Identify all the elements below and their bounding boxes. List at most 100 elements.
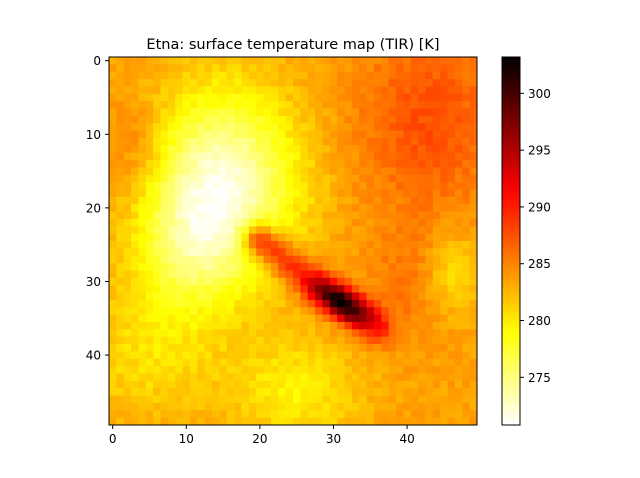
heatmap-cell xyxy=(138,292,147,301)
heatmap-cell xyxy=(403,336,412,345)
heatmap-cell xyxy=(256,410,264,418)
heatmap-cell xyxy=(189,380,198,389)
heatmap-cell xyxy=(381,196,390,205)
heatmap-cell xyxy=(197,307,206,315)
heatmap-cell xyxy=(462,152,470,161)
heatmap-cell xyxy=(351,137,360,146)
heatmap-cell xyxy=(175,189,183,198)
heatmap-cell xyxy=(197,263,206,271)
heatmap-cell xyxy=(131,285,139,293)
heatmap-cell xyxy=(138,351,147,360)
heatmap-cell xyxy=(403,285,412,293)
heatmap-cell xyxy=(234,189,242,198)
heatmap-cell xyxy=(241,314,250,323)
heatmap-cell xyxy=(396,226,404,234)
heatmap-cell xyxy=(462,160,470,168)
heatmap-cell xyxy=(307,366,316,374)
heatmap-cell xyxy=(337,410,345,418)
heatmap-cell xyxy=(160,241,169,249)
heatmap-cell xyxy=(263,71,272,80)
heatmap-cell xyxy=(410,196,419,205)
heatmap-cell xyxy=(131,263,139,271)
heatmap-cell xyxy=(256,292,264,301)
heatmap-cell xyxy=(160,292,169,301)
heatmap-cell xyxy=(388,366,397,374)
heatmap-cell xyxy=(219,321,228,330)
heatmap-cell xyxy=(381,344,390,352)
heatmap-cell xyxy=(109,314,117,323)
heatmap-cell xyxy=(175,373,183,382)
heatmap-cell xyxy=(373,196,382,205)
heatmap-cell xyxy=(123,329,132,338)
heatmap-cell xyxy=(351,211,360,220)
heatmap-cell xyxy=(440,189,448,198)
heatmap-cell xyxy=(351,388,360,396)
heatmap-cell xyxy=(248,336,257,345)
heatmap-cell xyxy=(359,388,367,396)
heatmap-cell xyxy=(410,101,419,109)
heatmap-cell xyxy=(241,86,250,95)
heatmap-cell xyxy=(278,64,286,73)
heatmap-cell xyxy=(182,211,191,220)
heatmap-cell xyxy=(212,351,220,360)
heatmap-cell xyxy=(432,241,441,249)
heatmap-cell xyxy=(109,255,117,264)
heatmap-cell xyxy=(293,101,301,109)
heatmap-cell xyxy=(278,351,286,360)
heatmap-cell xyxy=(226,366,235,374)
heatmap-cell xyxy=(116,321,125,330)
heatmap-cell xyxy=(469,196,478,205)
heatmap-cell xyxy=(153,380,161,389)
heatmap-cell xyxy=(270,196,279,205)
heatmap-cell xyxy=(248,174,257,183)
heatmap-cell xyxy=(138,255,147,264)
heatmap-cell xyxy=(241,196,250,205)
heatmap-cell xyxy=(263,321,272,330)
heatmap-cell xyxy=(234,182,242,190)
heatmap-cell xyxy=(285,388,294,396)
heatmap-cell xyxy=(123,130,132,139)
heatmap-cell xyxy=(123,167,132,176)
heatmap-cell xyxy=(388,285,397,293)
heatmap-cell xyxy=(373,64,382,73)
heatmap-cell xyxy=(396,277,404,286)
heatmap-cell xyxy=(410,115,419,124)
heatmap-cell xyxy=(241,307,250,315)
heatmap-cell xyxy=(123,292,132,301)
heatmap-cell xyxy=(300,86,309,95)
heatmap-cell xyxy=(351,263,360,271)
heatmap-cell xyxy=(123,277,132,286)
heatmap-cell xyxy=(263,241,272,249)
heatmap-cell xyxy=(322,123,331,131)
heatmap-cell xyxy=(285,218,294,227)
heatmap-cell xyxy=(432,402,441,411)
heatmap-cell xyxy=(366,292,375,301)
heatmap-cell xyxy=(418,270,426,279)
heatmap-cell xyxy=(410,79,419,87)
heatmap-cell xyxy=(263,366,272,374)
heatmap-cell xyxy=(263,314,272,323)
heatmap-cell xyxy=(315,211,323,220)
heatmap-cell xyxy=(145,395,154,404)
heatmap-cell xyxy=(307,64,316,73)
heatmap-cell xyxy=(396,182,404,190)
heatmap-cell xyxy=(189,218,198,227)
heatmap-cell xyxy=(462,263,470,271)
heatmap-cell xyxy=(123,299,132,308)
heatmap-cell xyxy=(410,130,419,139)
heatmap-cell xyxy=(175,329,183,338)
heatmap-cell xyxy=(462,174,470,183)
heatmap-cell xyxy=(212,402,220,411)
heatmap-cell xyxy=(366,64,375,73)
heatmap-cell xyxy=(469,211,478,220)
heatmap-cell xyxy=(454,130,463,139)
heatmap-cell xyxy=(344,233,353,242)
heatmap-cell xyxy=(123,321,132,330)
heatmap-cell xyxy=(241,336,250,345)
heatmap-cell xyxy=(182,255,191,264)
heatmap-cell xyxy=(410,226,419,234)
heatmap-cell xyxy=(462,204,470,212)
heatmap-cell xyxy=(366,130,375,139)
heatmap-cell xyxy=(315,292,323,301)
heatmap-cell xyxy=(388,174,397,183)
